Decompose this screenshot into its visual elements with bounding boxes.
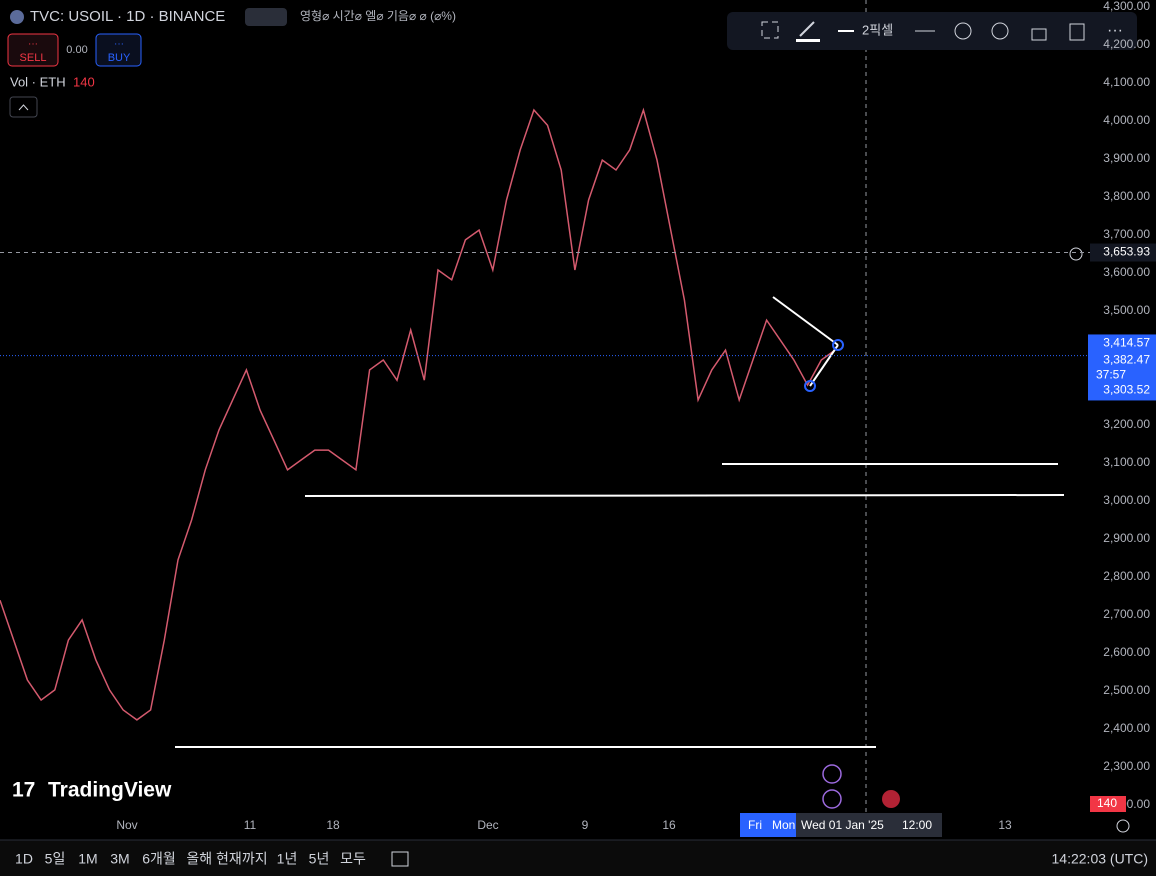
alert-icon[interactable] (991, 22, 1009, 40)
y-tick-label: 4,300.00 (1103, 0, 1150, 13)
support-line (304, 494, 1065, 497)
event-icon[interactable] (822, 789, 842, 809)
sell-button[interactable] (7, 33, 59, 67)
logo-mark: 17 (12, 779, 35, 802)
clock: 14:22:03 (UTC) (1052, 851, 1148, 867)
indicator-values: 영형⌀ 시간⌀ 엘⌀ 기음⌀ ⌀ (⌀%) (300, 9, 456, 23)
volume-label: Vol · ETH (10, 74, 66, 89)
color-swatch (796, 39, 820, 42)
range-button[interactable]: 5일 (45, 851, 66, 867)
range-button[interactable]: 1D (15, 851, 33, 867)
y-tick-label: 2,800.00 (1103, 569, 1150, 583)
buy-label: BUY (108, 52, 131, 64)
y-tick-label: 2,300.00 (1103, 759, 1150, 773)
price-line (0, 107, 836, 721)
y-tick-label: 3,900.00 (1103, 151, 1150, 165)
flag-icon[interactable] (882, 790, 900, 808)
more-icon[interactable]: ··· (1107, 22, 1123, 39)
symbol[interactable]: TVC: USOIL · 1D · BINANCE (30, 8, 225, 25)
range-button[interactable]: 5년 (309, 851, 330, 867)
x-day: Mon (772, 818, 795, 832)
symbol-icon (10, 10, 24, 24)
range-button[interactable]: 1M (78, 851, 97, 867)
crosshair-badge (1090, 243, 1156, 262)
x-day: Fri (748, 818, 762, 832)
x-tick-label: 16 (662, 818, 676, 832)
y-tick-label: 4,000.00 (1103, 113, 1150, 127)
range-button[interactable]: 모두 (340, 851, 366, 867)
x-tick-label: 13 (998, 818, 1012, 832)
price-badge: 3,382.47 (1103, 353, 1150, 367)
line-width[interactable]: 2픽셀 (862, 22, 893, 37)
countdown: 37:57 (1096, 368, 1126, 382)
footer-bg (0, 840, 1156, 876)
price-badge: 3,303.52 (1103, 383, 1150, 397)
color-icon[interactable] (799, 21, 815, 37)
add-icon[interactable] (1069, 247, 1083, 261)
y-tick-label: 3,800.00 (1103, 189, 1150, 203)
x-tick-label: Dec (477, 818, 498, 832)
width-icon (838, 30, 854, 32)
y-tick-label: 2,500.00 (1103, 683, 1150, 697)
y-tick-label: 2,700.00 (1103, 607, 1150, 621)
crosshair-price: 3,653.93 (1103, 245, 1150, 259)
lock-icon[interactable] (1031, 28, 1047, 41)
buy-button[interactable] (95, 33, 142, 67)
y-tick-label: 3,100.00 (1103, 455, 1150, 469)
volume-value: 140 (73, 74, 95, 89)
y-tick-label: 2,900.00 (1103, 531, 1150, 545)
settings-icon[interactable] (954, 22, 972, 40)
sell-label: SELL (20, 52, 47, 64)
range-button[interactable]: 6개월 (142, 851, 176, 867)
triangle-line (772, 296, 839, 346)
collapse-button[interactable] (9, 96, 38, 118)
crosshair-time: Wed 01 Jan '25 (801, 818, 884, 832)
spread: 0.00 (66, 44, 87, 56)
y-tick-label: 4,100.00 (1103, 75, 1150, 89)
delete-icon[interactable] (1069, 23, 1085, 41)
y-tick-label: 2,400.00 (1103, 721, 1150, 735)
vol-badge-bg (1090, 796, 1126, 812)
y-tick-label: 3,000.00 (1103, 493, 1150, 507)
logo: TradingView (48, 779, 172, 802)
event-icon[interactable] (822, 764, 842, 784)
y-tick-label: 4,200.00 (1103, 37, 1150, 51)
y-tick-label: 3,200.00 (1103, 417, 1150, 431)
time-badge (796, 813, 942, 837)
x-tick-label: Nov (116, 818, 137, 832)
replay-icon[interactable] (391, 851, 409, 867)
status-pill (245, 8, 287, 26)
collapse-icon (18, 104, 29, 111)
y-tick-label: 3,500.00 (1103, 303, 1150, 317)
price-badge-bg (1088, 334, 1156, 401)
template-icon[interactable] (761, 21, 779, 39)
time-highlight (740, 813, 796, 837)
crosshair-hour: 12:00 (902, 818, 932, 832)
x-tick-label: 11 (244, 818, 257, 832)
range-button[interactable]: 1년 (277, 851, 298, 867)
x-tick-label: 9 (582, 818, 589, 832)
range-button[interactable]: 올해 현재까지 (186, 851, 267, 867)
vol-badge: 140 (1097, 796, 1117, 810)
y-tick-label: 2,600.00 (1103, 645, 1150, 659)
range-button[interactable]: 3M (110, 851, 129, 867)
handle[interactable] (804, 380, 816, 392)
price-badge: 3,414.57 (1103, 336, 1150, 350)
buy-price: ··· (114, 39, 124, 50)
handle[interactable] (832, 339, 844, 351)
y-tick-label: 3,700.00 (1103, 227, 1150, 241)
settings-icon[interactable] (1116, 819, 1130, 833)
sell-price: ··· (28, 39, 38, 50)
x-tick-label: 18 (326, 818, 340, 832)
y-tick-label: 3,600.00 (1103, 265, 1150, 279)
triangle-line (809, 344, 839, 387)
